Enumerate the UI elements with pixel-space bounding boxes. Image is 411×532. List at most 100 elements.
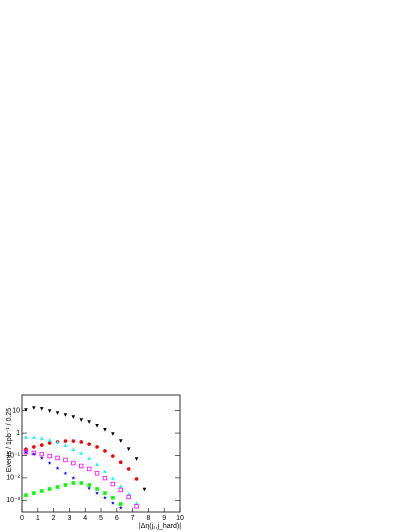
data-point: [39, 436, 44, 440]
data-point: [71, 460, 76, 466]
x-tick-label: 0: [20, 515, 24, 522]
data-point: [103, 449, 107, 453]
y-tick-label: 1: [16, 430, 20, 437]
data-point: [32, 406, 36, 410]
data-point: [79, 440, 84, 444]
data-point: [87, 483, 91, 487]
data-point: [31, 452, 36, 456]
data-point: [39, 489, 44, 493]
data-point: [111, 476, 115, 480]
data-point: [63, 443, 68, 447]
data-point: [111, 454, 115, 458]
data-point: [102, 475, 108, 481]
data-point: [103, 491, 107, 495]
data-point: [118, 460, 123, 465]
data-point: [103, 495, 107, 500]
data-point: [118, 502, 123, 506]
data-point: [79, 418, 84, 422]
data-point: [71, 439, 76, 443]
x-tick-label: 4: [83, 515, 87, 522]
data-point: [71, 476, 76, 480]
x-tick-label: 2: [52, 515, 56, 522]
data-point: [47, 441, 52, 445]
data-point: [47, 453, 52, 459]
data-point: [134, 501, 139, 505]
data-point: [87, 456, 91, 460]
data-point: [55, 411, 60, 415]
data-point: [32, 445, 36, 449]
data-point: [39, 456, 44, 460]
y-axis-label: Events / 1pb⁻¹ / 0.25: [6, 408, 13, 473]
data-point: [24, 435, 28, 439]
data-point: [87, 442, 91, 446]
data-point: [94, 471, 100, 476]
data-point: [24, 450, 28, 454]
data-point: [79, 463, 84, 469]
data-point: [110, 501, 115, 505]
data-point: [87, 420, 91, 424]
data-point: [134, 477, 139, 481]
data-point: [47, 438, 52, 442]
data-point: [118, 505, 123, 510]
data-point: [55, 466, 60, 470]
data-point: [126, 447, 131, 452]
data-point: [79, 481, 84, 485]
data-point: [55, 485, 60, 489]
data-point: [47, 409, 52, 413]
data-point: [111, 495, 115, 500]
data-point: [110, 481, 116, 487]
data-point: [32, 491, 36, 495]
data-point: [47, 487, 52, 491]
x-tick-label: 3: [67, 515, 71, 522]
x-tick-label: 7: [131, 515, 135, 522]
data-point: [126, 494, 131, 500]
data-point: [126, 467, 131, 471]
data-point: [118, 484, 123, 488]
data-point: [103, 469, 107, 473]
data-point: [39, 451, 44, 457]
data-point: [118, 487, 123, 493]
data-point: [47, 461, 52, 465]
data-point: [63, 471, 68, 475]
data-point: [39, 443, 44, 447]
x-tick-label: 10: [176, 515, 184, 522]
y-tick-label: 10⁻³: [6, 497, 20, 504]
data-point: [142, 487, 147, 492]
data-point: [111, 432, 115, 436]
data-point: [63, 483, 68, 487]
y-tick-label: 10: [12, 408, 20, 415]
data-point: [32, 435, 36, 439]
data-point: [79, 451, 84, 455]
data-point: [103, 427, 107, 432]
data-point: [71, 447, 76, 452]
data-point: [39, 407, 44, 411]
x-tick-label: 6: [115, 515, 119, 522]
data-point: [24, 408, 28, 412]
data-point: [134, 457, 139, 461]
data-point: [134, 504, 139, 509]
data-point: [95, 491, 99, 495]
data-point: [71, 415, 76, 419]
x-tick-label: 5: [99, 515, 103, 522]
data-point: [71, 481, 76, 485]
x-tick-label: 8: [146, 515, 150, 522]
data-point: [95, 424, 99, 428]
x-axis-label: |Δη(j₁,j_hard)|: [139, 523, 181, 530]
data-point: [63, 413, 68, 417]
data-point: [86, 466, 92, 472]
data-point: [55, 455, 60, 461]
data-point: [24, 493, 28, 497]
data-point: [118, 439, 123, 443]
data-point: [95, 462, 99, 466]
y-tick-label: 10⁻¹: [6, 452, 20, 459]
data-point: [87, 486, 92, 490]
x-tick-label: 9: [162, 515, 166, 522]
data-point: [95, 487, 99, 491]
data-point: [95, 445, 99, 449]
data-point: [63, 439, 68, 443]
x-tick-label: 1: [36, 515, 40, 522]
data-point: [63, 457, 68, 463]
y-tick-label: 10⁻²: [6, 475, 20, 482]
plot-frame: [21, 394, 181, 513]
